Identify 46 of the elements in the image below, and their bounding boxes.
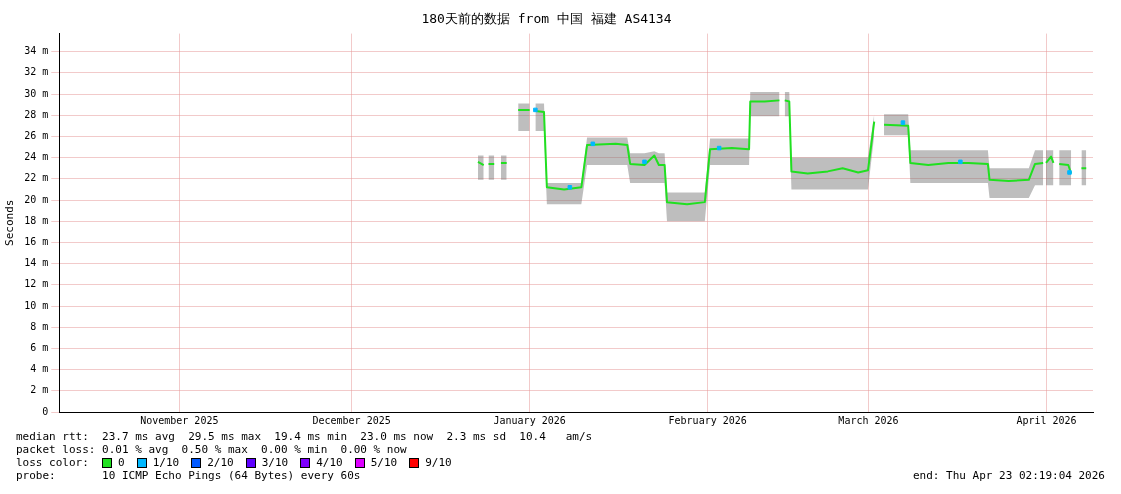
y-tick-label: 20 m: [24, 193, 49, 205]
legend-label: 4/10: [316, 456, 343, 469]
y-tick-label: 34 m: [24, 45, 49, 57]
y-tick-label: 32 m: [24, 66, 49, 78]
y-tick-label: 30 m: [24, 87, 49, 99]
text: median rtt: 23.7 ms avg 29.5 ms max 19.4 ms min 23.0 ms now 2.3 ms sd 10.4 am/s: [16, 430, 594, 443]
legend-label: 5/10: [370, 456, 398, 469]
text: end: Thu Apr 23 02:19:04 2026: [912, 469, 1105, 482]
y-tick-label: 16 m: [24, 236, 49, 247]
chart-title: 180天前的数据 from 中国 福建 AS4134: [421, 11, 672, 27]
point: [533, 107, 538, 113]
legend-label: 2/10: [207, 456, 234, 469]
y-tick-label: 8 m: [30, 320, 49, 332]
y-tick-label: 18 m: [24, 214, 49, 226]
y-tick-label: 14 m: [24, 257, 49, 269]
y-tick-label: 4 m: [30, 363, 49, 375]
legend-label: 1/10: [152, 456, 180, 469]
legend-label: 3/10: [261, 456, 289, 469]
legend-label: 0: [118, 456, 125, 469]
point: [1067, 170, 1072, 175]
y-tick-label: 12 m: [24, 278, 49, 290]
y-tick-label: 24 m: [24, 151, 49, 163]
y-tick-label: 22 m: [24, 172, 49, 184]
text: probe: 10 ICMP Echo Pings (64 Bytes) every 60s: [16, 469, 361, 482]
x-tick-label: April 2026: [1016, 414, 1077, 426]
y-tick-label: 2 m: [30, 384, 49, 396]
point: [567, 185, 573, 190]
y-tick-label: 28 m: [24, 108, 49, 120]
text: packet loss: 0.01 % avg 0.50 % max 0.00 % min 0.00 % now: [16, 443, 408, 456]
y-tick-label: 0: [42, 405, 49, 417]
point: [642, 159, 647, 165]
legend-label: 9/10: [425, 456, 452, 469]
x-tick-label: January 2026: [493, 414, 566, 426]
point: [958, 159, 963, 165]
x-tick-label: November 2025: [140, 414, 219, 426]
x-tick-label: March 2026: [838, 414, 899, 426]
x-tick-label: December 2025: [312, 414, 391, 426]
point: [590, 141, 596, 147]
y-tick-label: 26 m: [24, 130, 49, 142]
y-tick-label: 10 m: [24, 299, 49, 311]
legend-title: loss color:: [16, 456, 90, 469]
x-tick-label: February 2026: [668, 414, 747, 426]
point: [716, 145, 722, 151]
y-axis-title: Seconds: [3, 199, 17, 246]
point: [900, 120, 906, 125]
y-tick-label: 6 m: [30, 342, 49, 353]
